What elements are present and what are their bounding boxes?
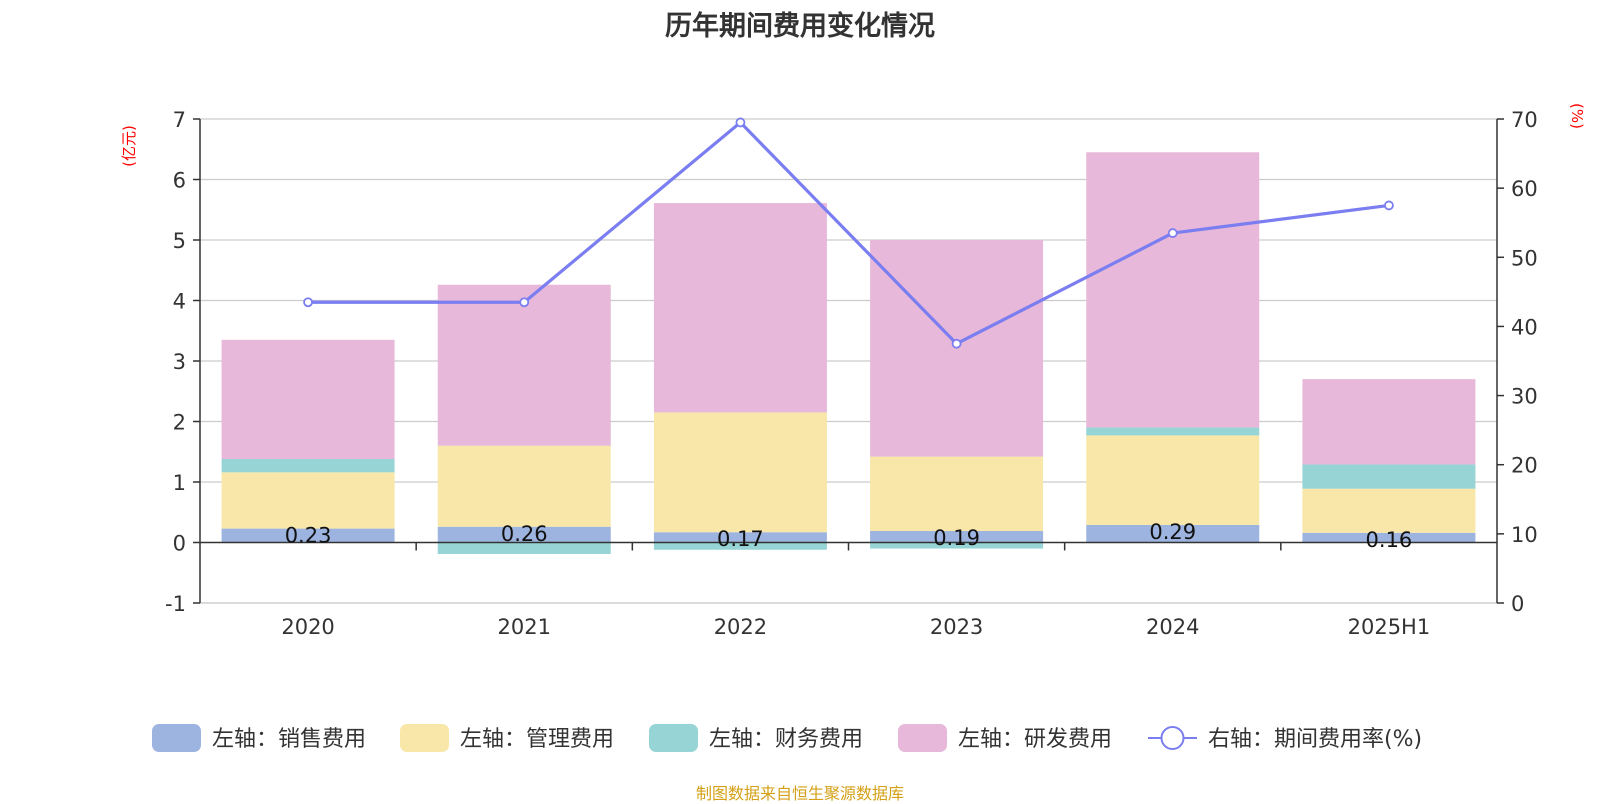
- data-labels: 0.23 0.26 0.17 0.19 0.29 0.16: [285, 520, 1413, 552]
- left-axis-tick-label: -1: [165, 592, 186, 616]
- bar-segment: [221, 472, 395, 529]
- left-axis-tick-label: 5: [173, 229, 186, 253]
- bar-segment: [1302, 464, 1476, 489]
- legend-swatch: [152, 724, 201, 752]
- legend-label: 右轴：期间费用率(%): [1208, 727, 1422, 752]
- rate-point: [1384, 200, 1394, 211]
- rate-point: [303, 297, 313, 308]
- right-axis-tick-label: 30: [1511, 385, 1538, 409]
- left-axis-tick-label: 2: [173, 411, 186, 435]
- grid-lines: [200, 118, 1497, 604]
- right-axis-tick-label: 60: [1511, 177, 1538, 201]
- legend-label: 左轴：财务费用: [709, 727, 863, 752]
- right-axis-tick-label: 10: [1511, 523, 1538, 547]
- bar-segment: [653, 203, 827, 413]
- bar-data-label: 0.29: [1149, 520, 1196, 544]
- right-axis-unit: (%): [1568, 103, 1586, 129]
- bar-segment: [870, 531, 1044, 543]
- right-axis-tick-label: 70: [1511, 108, 1538, 132]
- bar-segment: [1302, 532, 1476, 543]
- source-note: 制图数据来自恒生聚源数据库: [695, 784, 904, 803]
- legend-swatch: [400, 724, 449, 752]
- right-axis-tick-label: 40: [1511, 315, 1538, 339]
- bar-segment: [1302, 379, 1476, 465]
- bar-data-label: 0.23: [285, 524, 332, 548]
- rate-line-layer: [303, 117, 1394, 349]
- bar-stack-layer: [221, 152, 1476, 554]
- legend-marker: [1160, 726, 1185, 750]
- bar-segment: [437, 542, 611, 554]
- bar-segment: [653, 412, 827, 533]
- bar-data-label: 0.16: [1366, 528, 1413, 552]
- bar-segment: [437, 284, 611, 446]
- left-axis-tick-label: 1: [173, 471, 186, 495]
- legend: 左轴：销售费用 左轴：管理费用 左轴：财务费用 左轴：研发费用 右轴：期间费用率(%): [152, 724, 1422, 752]
- bar-segment: [437, 526, 611, 543]
- legend-label: 左轴：管理费用: [460, 727, 614, 752]
- bar-segment: [1086, 152, 1260, 428]
- x-axis-tick-label: 2024: [1146, 615, 1199, 639]
- bar-data-label: 0.19: [933, 526, 980, 550]
- x-axis-tick-label: 2020: [281, 615, 334, 639]
- chart-title: 历年期间费用变化情况: [665, 11, 935, 42]
- x-axis-tick-label: 2025H1: [1348, 615, 1431, 639]
- bar-segment: [1086, 435, 1260, 525]
- left-axis-tick-label: 6: [173, 169, 186, 193]
- legend-swatch: [649, 724, 698, 752]
- x-axis-tick-label: 2021: [498, 615, 551, 639]
- bar-segment: [653, 532, 827, 543]
- right-axis-tick-label: 0: [1511, 592, 1524, 616]
- bar-segment: [1086, 427, 1260, 436]
- x-axis-tick-label: 2022: [714, 615, 767, 639]
- rate-point: [951, 338, 962, 349]
- bar-segment: [221, 528, 395, 543]
- bar-segment: [221, 339, 395, 460]
- right-axis-tick-label: 50: [1511, 246, 1538, 270]
- left-axis-tick-label: 7: [173, 108, 186, 132]
- rate-line: [308, 120, 1390, 346]
- legend-swatch: [898, 724, 947, 752]
- bar-segment: [870, 542, 1044, 549]
- bar-segment: [870, 456, 1044, 532]
- rate-point: [735, 117, 746, 128]
- rate-point: [1167, 228, 1178, 238]
- bar-data-label: 0.17: [717, 527, 764, 551]
- left-axis-tick-label: 0: [173, 532, 186, 556]
- legend-label: 左轴：研发费用: [958, 727, 1112, 752]
- bar-segment: [653, 542, 827, 550]
- legend-label: 左轴：销售费用: [212, 727, 366, 752]
- right-axis-tick-label: 20: [1511, 454, 1538, 478]
- bar-data-label: 0.26: [501, 522, 548, 546]
- bar-segment: [437, 445, 611, 527]
- left-axis-tick-label: 3: [173, 350, 186, 374]
- bar-segment: [1086, 524, 1260, 543]
- x-axis-tick-label: 2023: [930, 615, 983, 639]
- bar-segment: [1302, 488, 1476, 533]
- left-axis-unit: (亿元): [120, 125, 138, 167]
- left-axis-tick-label: 4: [173, 290, 186, 314]
- rate-point: [519, 297, 530, 308]
- bar-segment: [221, 459, 395, 473]
